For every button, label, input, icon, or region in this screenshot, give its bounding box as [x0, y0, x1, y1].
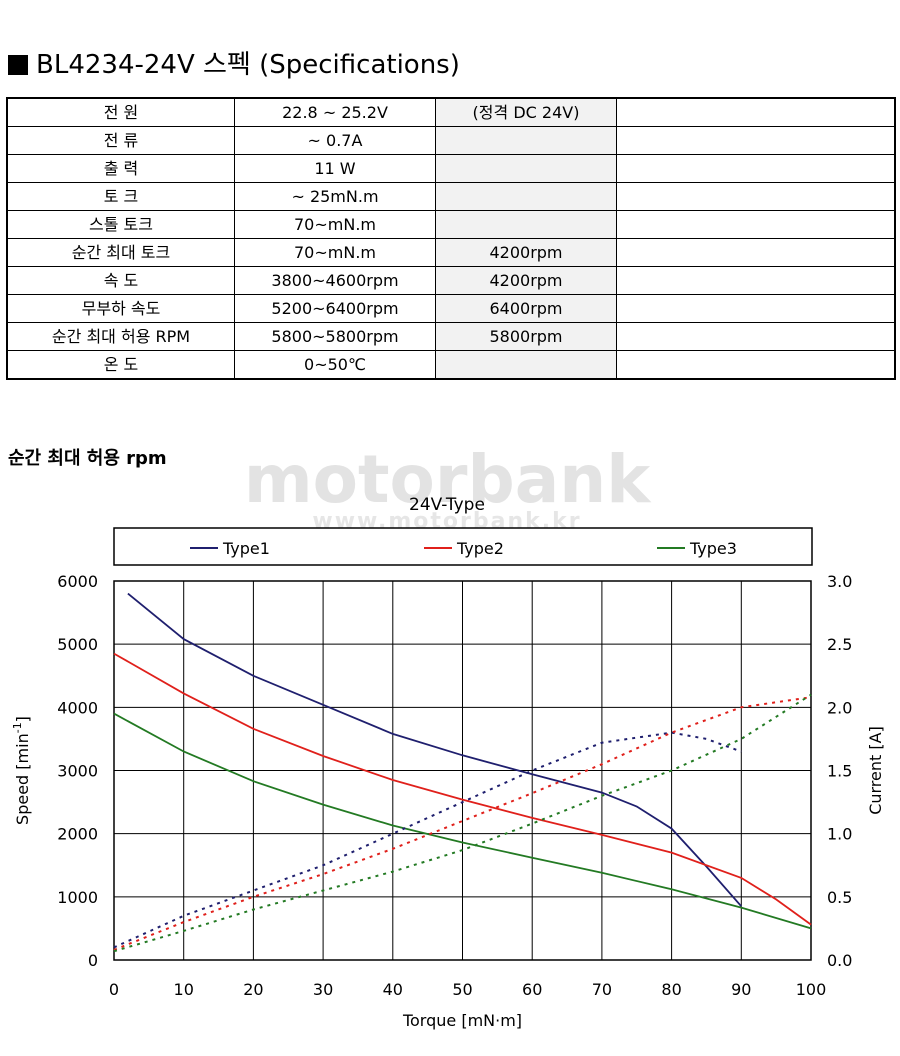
x-tick-label: 70 [592, 980, 612, 999]
spec-row: 출 력 11 W [6, 154, 896, 183]
spec-value: 5200~6400rpm [234, 294, 436, 323]
spec-row: 토 크 ~ 25mN.m [6, 182, 896, 211]
y2-axis-label: Current [A] [866, 726, 885, 815]
y-axis-label: Speed [min-1] [11, 716, 32, 825]
x-axis-label: Torque [mN·m] [402, 1011, 522, 1030]
y-tick-label: 2000 [57, 825, 98, 844]
spec-note [435, 182, 617, 211]
square-bullet-icon [8, 55, 28, 75]
spec-value: ~ 0.7A [234, 126, 436, 155]
watermark-logo: motorbank [244, 450, 652, 518]
spec-value: 70~mN.m [234, 238, 436, 267]
speed-line-type2 [113, 652, 812, 926]
y2-tick-label: 2.5 [827, 635, 852, 654]
spec-row: 순간 최대 허용 RPM 5800~5800rpm 5800rpm [6, 322, 896, 351]
spec-extra [616, 126, 896, 155]
spec-row: 전 류 ~ 0.7A [6, 126, 896, 155]
spec-note: 4200rpm [435, 238, 617, 267]
spec-heading-text: BL4234-24V 스펙 (Specifications) [36, 50, 460, 80]
spec-value: 22.8 ~ 25.2V [234, 97, 436, 127]
y-tick-label: 3000 [57, 762, 98, 781]
y-axis-label-base: Speed [min [13, 733, 32, 825]
spec-row: 온 도 0~50℃ [6, 350, 896, 380]
legend-label: Type1 [222, 539, 270, 558]
x-tick-label: 90 [731, 980, 751, 999]
x-tick-label: 30 [313, 980, 333, 999]
x-tick-label: 20 [243, 980, 263, 999]
spec-extra [616, 182, 896, 211]
spec-row: 순간 최대 토크 70~mN.m 4200rpm [6, 238, 896, 267]
y2-tick-label: 3.0 [827, 572, 852, 591]
y2-tick-label: 0.0 [827, 951, 852, 970]
spec-name: 스톨 토크 [6, 210, 235, 239]
spec-value: 0~50℃ [234, 350, 436, 380]
spec-extra [616, 322, 896, 351]
spec-name: 순간 최대 토크 [6, 238, 235, 267]
y-tick-label: 1000 [57, 888, 98, 907]
y-tick-label: 4000 [57, 698, 98, 717]
spec-extra [616, 238, 896, 267]
spec-extra [616, 350, 896, 380]
spec-note [435, 126, 617, 155]
current-line-type1 [113, 731, 742, 949]
spec-note [435, 154, 617, 183]
spec-note [435, 210, 617, 239]
spec-name: 순간 최대 허용 RPM [6, 322, 235, 351]
spec-name: 무부하 속도 [6, 294, 235, 323]
current-line-type3 [113, 693, 812, 953]
y-axis-label-end: ] [13, 716, 32, 722]
y2-tick-label: 2.0 [827, 698, 852, 717]
section-label: 순간 최대 허용 rpm [8, 448, 167, 469]
spec-row: 무부하 속도 5200~6400rpm 6400rpm [6, 294, 896, 323]
spec-heading: BL4234-24V 스펙 (Specifications) [8, 48, 460, 82]
spec-name: 온 도 [6, 350, 235, 380]
chart-title: 24V-Type [409, 495, 485, 515]
spec-name: 속 도 [6, 266, 235, 295]
spec-extra [616, 210, 896, 239]
spec-value: 3800~4600rpm [234, 266, 436, 295]
speed-line-type3 [113, 712, 812, 930]
y2-tick-label: 1.5 [827, 762, 852, 781]
spec-extra [616, 294, 896, 323]
spec-row: 속 도 3800~4600rpm 4200rpm [6, 266, 896, 295]
spec-row: 스톨 토크 70~mN.m [6, 210, 896, 239]
y-tick-label: 0 [88, 951, 98, 970]
spec-note: 4200rpm [435, 266, 617, 295]
spec-name: 전 원 [6, 97, 235, 127]
spec-note: 5800rpm [435, 322, 617, 351]
spec-name: 전 류 [6, 126, 235, 155]
x-tick-label: 40 [383, 980, 403, 999]
y-tick-label: 5000 [57, 635, 98, 654]
x-tick-label: 80 [661, 980, 681, 999]
spec-extra [616, 266, 896, 295]
spec-note: 6400rpm [435, 294, 617, 323]
legend-label: Type2 [456, 539, 504, 558]
spec-value: 11 W [234, 154, 436, 183]
legend-box [113, 527, 813, 566]
y-tick-label: 6000 [57, 572, 98, 591]
spec-name: 토 크 [6, 182, 235, 211]
x-tick-label: 50 [452, 980, 472, 999]
spec-name: 출 력 [6, 154, 235, 183]
speed-line-type1 [127, 592, 742, 907]
x-tick-label: 0 [109, 980, 119, 999]
x-tick-label: 100 [796, 980, 827, 999]
spec-row: 전 원 22.8 ~ 25.2V (정격 DC 24V) [6, 97, 896, 127]
spec-note [435, 350, 617, 380]
spec-extra [616, 154, 896, 183]
y2-tick-label: 0.5 [827, 888, 852, 907]
y-axis-label-sup: -1 [11, 722, 24, 733]
spec-value: 70~mN.m [234, 210, 436, 239]
spec-extra [616, 97, 896, 127]
legend-label: Type3 [689, 539, 737, 558]
spec-table: 전 원 22.8 ~ 25.2V (정격 DC 24V) 전 류 ~ 0.7A 출 력 11… [6, 97, 896, 380]
x-tick-label: 10 [174, 980, 194, 999]
x-tick-label: 60 [522, 980, 542, 999]
plot-frame [113, 580, 812, 961]
y2-tick-label: 1.0 [827, 825, 852, 844]
spec-value: ~ 25mN.m [234, 182, 436, 211]
spec-note: (정격 DC 24V) [435, 97, 617, 127]
spec-value: 5800~5800rpm [234, 322, 436, 351]
